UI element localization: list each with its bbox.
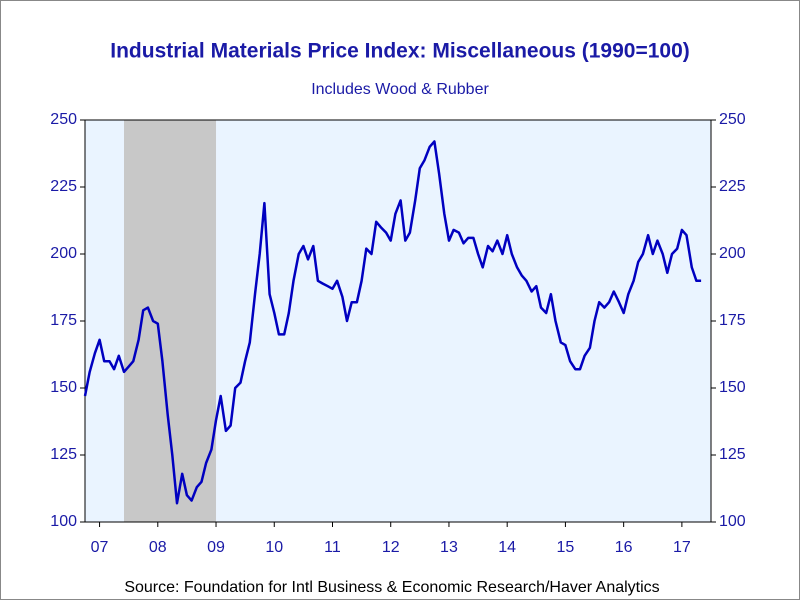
y2-tick-label: 100 <box>719 513 746 530</box>
chart-title: Industrial Materials Price Index: Miscel… <box>110 40 690 63</box>
x-tick-label: 15 <box>557 539 575 556</box>
data-line <box>83 140 702 505</box>
x-tick-label: 09 <box>207 539 225 556</box>
x-tick-label: 07 <box>91 539 109 556</box>
y-tick-label: 150 <box>50 379 77 396</box>
y2-tick-label: 250 <box>719 111 746 128</box>
x-tick-label: 11 <box>324 539 341 556</box>
y-tick-label: 125 <box>50 446 77 463</box>
x-tick-label: 08 <box>149 539 167 556</box>
chart-subtitle: Includes Wood & Rubber <box>311 81 489 98</box>
y-tick-label: 250 <box>50 111 77 128</box>
y-tick-label: 175 <box>50 312 77 329</box>
y-tick-label: 225 <box>50 178 77 195</box>
y2-tick-label: 200 <box>719 245 746 262</box>
x-tick-label: 17 <box>673 539 691 556</box>
x-tick-label: 14 <box>498 539 516 556</box>
y2-tick-label: 150 <box>719 379 746 396</box>
source-note: Source: Foundation for Intl Business & E… <box>124 579 659 596</box>
x-tick-label: 10 <box>265 539 283 556</box>
x-tick-label: 16 <box>615 539 633 556</box>
y-tick-label: 100 <box>50 513 77 530</box>
y2-tick-label: 125 <box>719 446 746 463</box>
x-tick-label: 13 <box>440 539 458 556</box>
y2-tick-label: 175 <box>719 312 746 329</box>
recession-shade <box>124 120 217 522</box>
y-tick-label: 200 <box>50 245 77 262</box>
x-tick-label: 12 <box>382 539 400 556</box>
y2-tick-label: 225 <box>719 178 746 195</box>
